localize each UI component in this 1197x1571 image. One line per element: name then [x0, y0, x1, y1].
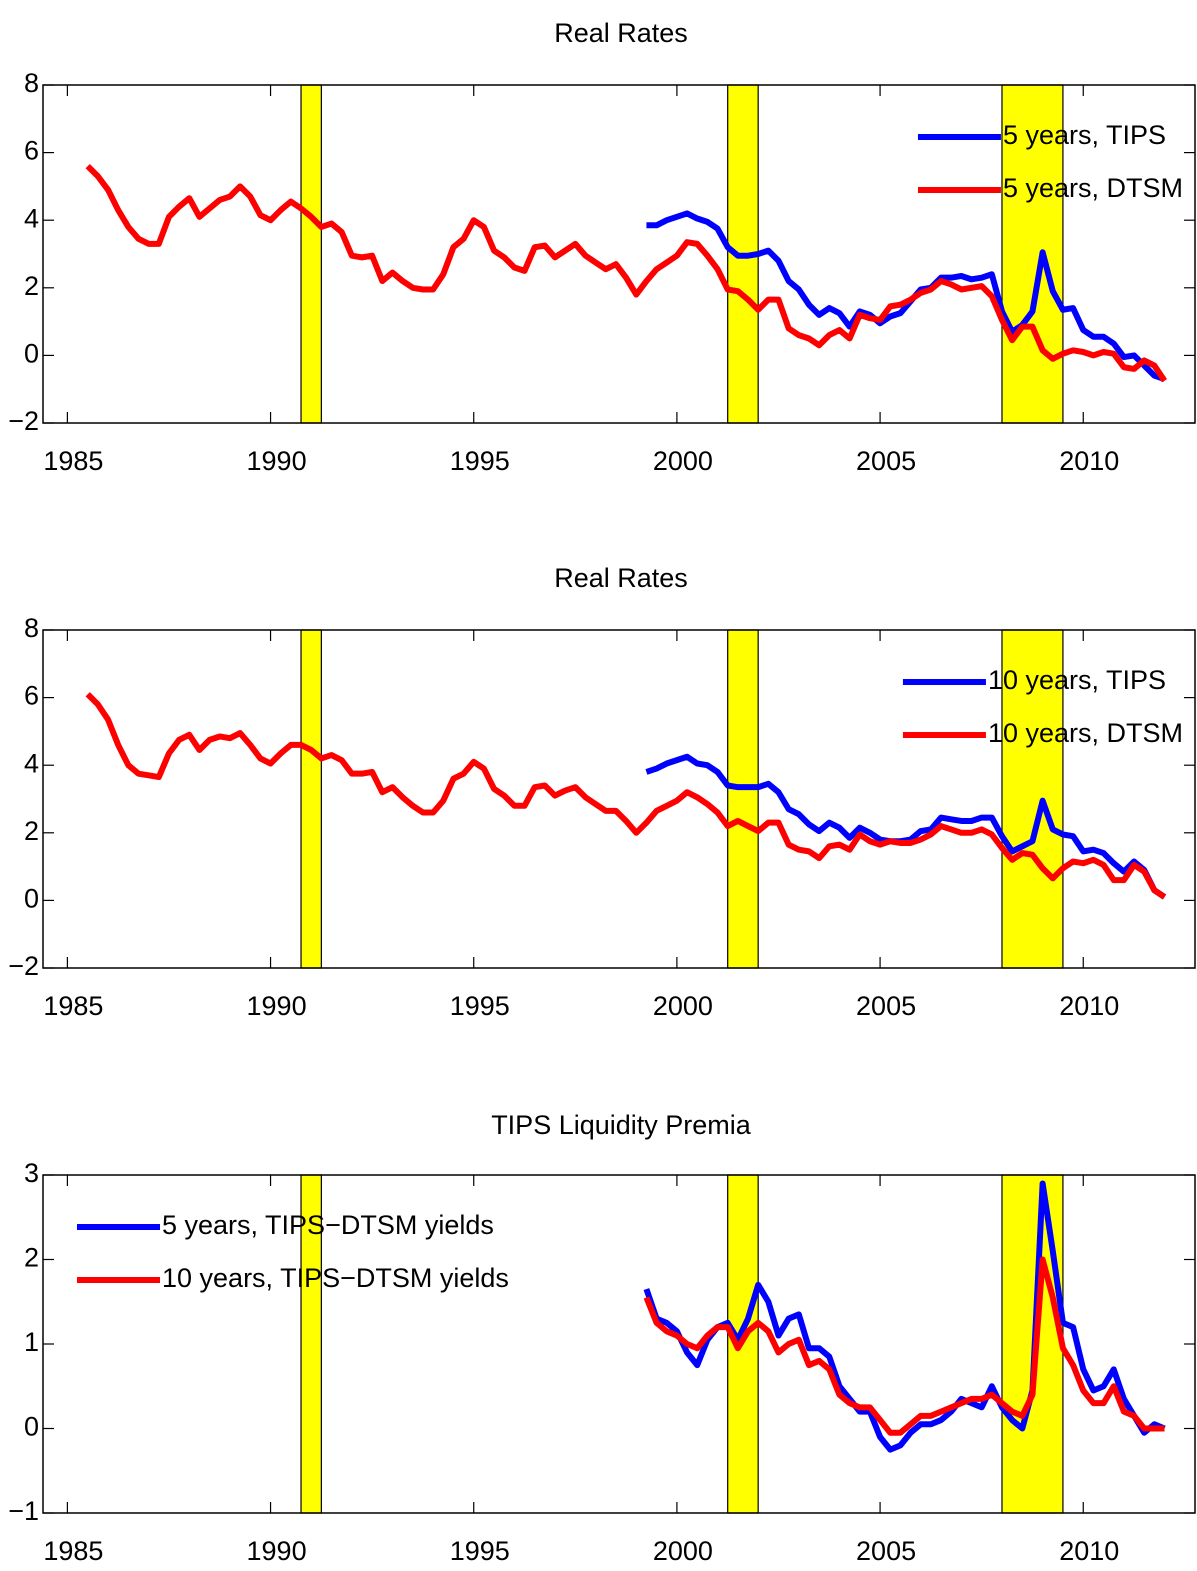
legend-label: 10 years, DTSM: [988, 718, 1183, 748]
y-tick-label: 0: [24, 339, 39, 369]
y-tick-label: 0: [24, 1412, 39, 1442]
x-tick-label: 1995: [450, 1536, 510, 1566]
data-line: [643, 1256, 1165, 1436]
data-line: [646, 210, 1166, 382]
y-tick-label: 4: [24, 748, 39, 778]
chart-title: Real Rates: [554, 563, 688, 593]
x-tick-label: 1985: [43, 991, 103, 1021]
x-tick-label: 1995: [450, 446, 510, 476]
x-tick-label: 2005: [856, 1536, 916, 1566]
shaded-region: [300, 84, 322, 424]
axes-frame: [42, 84, 1196, 424]
y-tick-label: 0: [24, 884, 39, 914]
legend-label: 5 years, TIPS−DTSM yields: [162, 1210, 494, 1240]
shaded-region: [1001, 629, 1064, 969]
x-tick-label: 2005: [856, 446, 916, 476]
subplot: Real Rates 1985 1990 1995 2000 2005 2010 −2 0 2 4 6…: [8, 563, 1196, 1021]
y-tick-label: −2: [8, 951, 39, 981]
x-tick-label: 2000: [653, 991, 713, 1021]
data-line: [85, 692, 1167, 900]
y-tick-label: 2: [24, 1243, 39, 1273]
legend-label: 5 years, TIPS: [1003, 120, 1166, 150]
y-tick-label: 1: [24, 1327, 39, 1357]
legend-label: 5 years, DTSM: [1003, 173, 1183, 203]
subplot: Real Rates 1985 1990 1995 2000 2005 2010 −2 0 2 4 6…: [8, 18, 1196, 476]
x-tick-label: 1990: [247, 446, 307, 476]
shaded-region: [300, 629, 322, 969]
legend: 5 years, TIPS 5 years, DTSM: [917, 120, 1183, 203]
y-tick-label: 8: [24, 68, 39, 98]
y-tick-label: −2: [8, 406, 39, 436]
x-tick-label: 1985: [43, 446, 103, 476]
y-tick-label: 3: [24, 1158, 39, 1188]
y-tick-label: 2: [24, 271, 39, 301]
y-tick-label: 8: [24, 613, 39, 643]
x-tick-label: 2000: [653, 446, 713, 476]
x-tick-label: 2005: [856, 991, 916, 1021]
legend-label: 10 years, TIPS−DTSM yields: [162, 1263, 509, 1293]
y-tick-label: 6: [24, 681, 39, 711]
y-tick-label: −1: [8, 1496, 39, 1526]
x-tick-label: 2010: [1059, 446, 1119, 476]
y-tick-label: 6: [24, 136, 39, 166]
shaded-region: [1001, 84, 1064, 424]
x-tick-label: 2010: [1059, 991, 1119, 1021]
axes-frame: [42, 629, 1196, 969]
y-tick-label: 4: [24, 203, 39, 233]
data-line: [85, 163, 1168, 383]
x-tick-label: 1995: [450, 991, 510, 1021]
x-tick-label: 1990: [247, 991, 307, 1021]
legend: 10 years, TIPS 10 years, DTSM: [902, 665, 1183, 748]
x-tick-label: 1990: [247, 1536, 307, 1566]
subplot: TIPS Liquidity Premia 1985 1990 1995 2000 200…: [8, 1110, 1196, 1566]
y-tick-label: 2: [24, 816, 39, 846]
data-line: [643, 1180, 1166, 1453]
x-tick-label: 2010: [1059, 1536, 1119, 1566]
chart-title: Real Rates: [554, 18, 688, 48]
data-line: [645, 753, 1167, 900]
x-tick-label: 2000: [653, 1536, 713, 1566]
chart-title: TIPS Liquidity Premia: [491, 1110, 752, 1140]
x-tick-label: 1985: [43, 1536, 103, 1566]
legend-label: 10 years, TIPS: [988, 665, 1166, 695]
shaded-region: [727, 629, 759, 969]
legend: 5 years, TIPS−DTSM yields 10 years, TIPS−…: [77, 1210, 509, 1293]
